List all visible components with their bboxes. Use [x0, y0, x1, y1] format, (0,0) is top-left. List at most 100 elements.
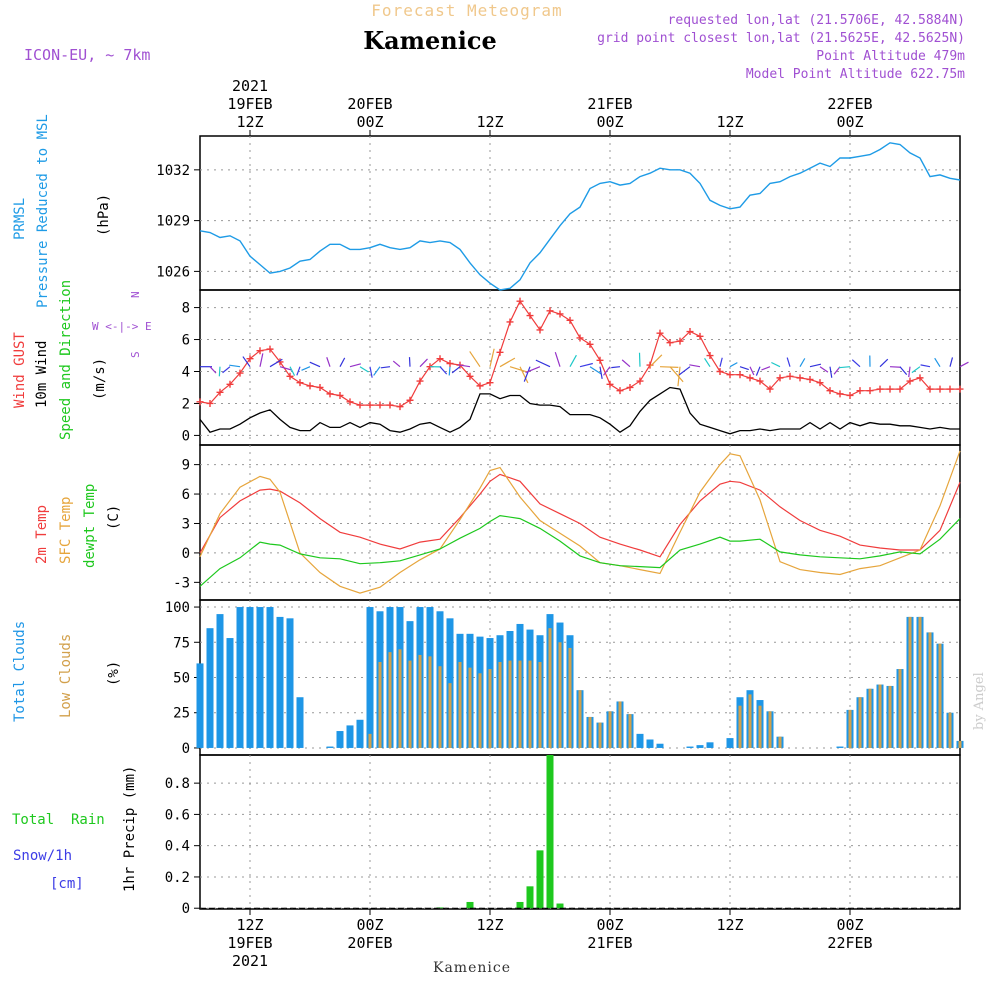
temp-sfc-line: [199, 450, 961, 594]
x-date-label-top: 20FEB: [347, 95, 392, 113]
wind-arrow: [525, 366, 541, 374]
x-tick-label-bottom: 12Z: [716, 916, 743, 934]
low-cloud-bar: [388, 652, 392, 748]
wind-arrow: [949, 357, 954, 367]
low-cloud-bar: [498, 662, 502, 748]
gust-marker: [656, 329, 664, 337]
wind-arrow: [218, 366, 221, 377]
gust-marker: [706, 352, 714, 360]
y-tick-label: -3: [173, 575, 190, 591]
y-tick-label: 0: [182, 741, 190, 757]
gust-marker: [696, 332, 704, 340]
precip-label-rain: Total Rain: [12, 812, 105, 828]
low-cloud-bar: [438, 666, 442, 748]
gust-marker: [636, 377, 644, 385]
gust-marker: [916, 374, 924, 382]
gust-marker: [686, 328, 694, 336]
y-tick-label: 0.4: [165, 839, 190, 855]
credit: by Angel: [972, 672, 987, 730]
total-cloud-bar: [246, 607, 254, 748]
total-cloud-bar: [266, 607, 274, 748]
gust-marker: [576, 334, 584, 342]
total-cloud-bar: [356, 719, 364, 748]
wind-arrow: [829, 366, 833, 378]
gust-marker: [206, 399, 214, 407]
wind-arrow: [579, 362, 593, 368]
low-cloud-bar: [898, 669, 902, 748]
cloud-labels: Total Clouds Low Clouds (%): [12, 621, 122, 722]
gust-marker: [936, 385, 944, 393]
gust-marker: [506, 318, 514, 326]
wind-arrow: [509, 366, 528, 373]
y-tick-label: 4: [182, 364, 190, 380]
wind-arrow: [729, 362, 738, 368]
low-cloud-bar: [608, 711, 612, 748]
low-cloud-bar: [938, 643, 942, 748]
gust-marker: [566, 316, 574, 324]
wind-arrow: [523, 366, 531, 382]
x-tick-label-top: 00Z: [596, 113, 623, 131]
total-cloud-bar: [706, 742, 714, 748]
low-cloud-bar: [768, 711, 772, 748]
wind-arrow: [242, 356, 251, 368]
wind-arrow: [749, 366, 755, 376]
gust-marker: [866, 387, 874, 395]
x-date-label-top: 21FEB: [587, 95, 632, 113]
wind-arrow: [819, 366, 829, 373]
x-date-label-bottom: 21FEB: [587, 934, 632, 952]
low-cloud-bar: [568, 647, 572, 748]
wind-arrow: [301, 366, 311, 371]
total-cloud-bar: [216, 614, 224, 748]
wind-speed-line: [199, 386, 960, 435]
gust-marker: [496, 348, 504, 356]
gust-marker: [596, 356, 604, 364]
wind-arrow: [589, 366, 602, 375]
x-tick-label-bottom: 00Z: [356, 916, 383, 934]
total-cloud-bar: [296, 697, 304, 748]
gust-line: [199, 300, 960, 408]
location-title: Kamenice: [363, 26, 497, 55]
x-tick-label-top: 12Z: [476, 113, 503, 131]
footer-location: Kamenice: [433, 960, 511, 976]
gust-marker: [346, 398, 354, 406]
low-cloud-bar: [448, 683, 452, 748]
compass-s: S: [129, 351, 142, 358]
y-tick-label: 50: [173, 671, 190, 687]
y-tick-label: 0.2: [165, 870, 190, 886]
low-cloud-bar: [858, 697, 862, 748]
y-tick-label: 0: [182, 901, 190, 917]
rain-bar: [516, 901, 524, 909]
total-cloud-bar: [226, 638, 234, 748]
gust-marker: [236, 369, 244, 377]
low-cloud-bar: [888, 685, 892, 748]
wind-arrow: [911, 366, 921, 374]
total-cloud-bar: [346, 725, 354, 748]
low-cloud-bar: [518, 660, 522, 748]
low-cloud-bar: [378, 662, 382, 748]
wind-arrow: [771, 361, 781, 368]
plot-layer: 1026 1029 1032 0 2 4 6 8 -3 0 3 6 9 0 25 50 75 100 0 0.2 0.4…: [156, 77, 969, 970]
x-tick-label-top: 00Z: [836, 113, 863, 131]
wind-arrow: [851, 359, 861, 368]
low-cloud-bar: [558, 642, 562, 748]
wind-arrow: [889, 366, 901, 368]
low-cloud-bar: [428, 656, 432, 748]
total-cloud-bar: [726, 738, 734, 748]
wind-arrow: [611, 366, 621, 369]
wind-arrow: [519, 366, 529, 384]
gust-marker: [646, 361, 654, 369]
gust-marker: [816, 379, 824, 387]
low-cloud-bar: [758, 705, 762, 748]
wind-arrow: [499, 357, 516, 368]
gust-marker: [556, 310, 564, 318]
wind-arrow: [838, 366, 851, 369]
wind-arrow: [920, 364, 931, 368]
low-cloud-bar: [958, 740, 962, 748]
low-cloud-bar: [918, 616, 922, 748]
temp-dewpt-line: [199, 514, 961, 587]
pressure-line: [199, 142, 961, 291]
low-cloud-bar: [908, 616, 912, 748]
wind-arrow: [677, 366, 681, 387]
gust-marker: [876, 385, 884, 393]
